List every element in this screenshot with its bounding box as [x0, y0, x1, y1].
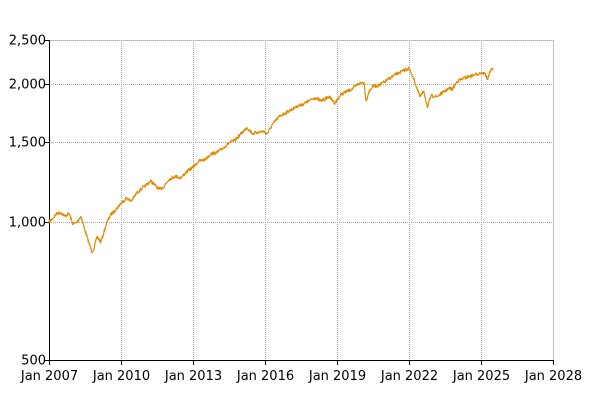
x-tick-label: Jan 2028: [524, 369, 582, 384]
series-line: [48, 66, 494, 254]
y-tick-label: 2,000: [9, 78, 46, 93]
y-tick-label: 500: [21, 354, 46, 369]
x-tick-label: Jan 2013: [164, 369, 222, 384]
x-tick-label: Jan 2019: [308, 369, 366, 384]
x-tick-label: Jan 2007: [20, 369, 78, 384]
y-tick-label: 1,500: [9, 136, 46, 151]
series-group: [48, 66, 494, 254]
y-tick-label: 2,500: [9, 34, 46, 49]
x-tick-label: Jan 2016: [236, 369, 294, 384]
x-axis: Jan 2007 Jan 2010 Jan 2013 Jan 2016 Jan 2019…: [20, 360, 582, 384]
x-tick-label: Jan 2022: [380, 369, 438, 384]
x-tick-label: Jan 2010: [92, 369, 150, 384]
y-tick-label: 1,000: [9, 216, 46, 231]
y-axis: 500 1,000 1,500 2,000 2,500: [9, 34, 49, 369]
x-tick-label: Jan 2025: [452, 369, 510, 384]
